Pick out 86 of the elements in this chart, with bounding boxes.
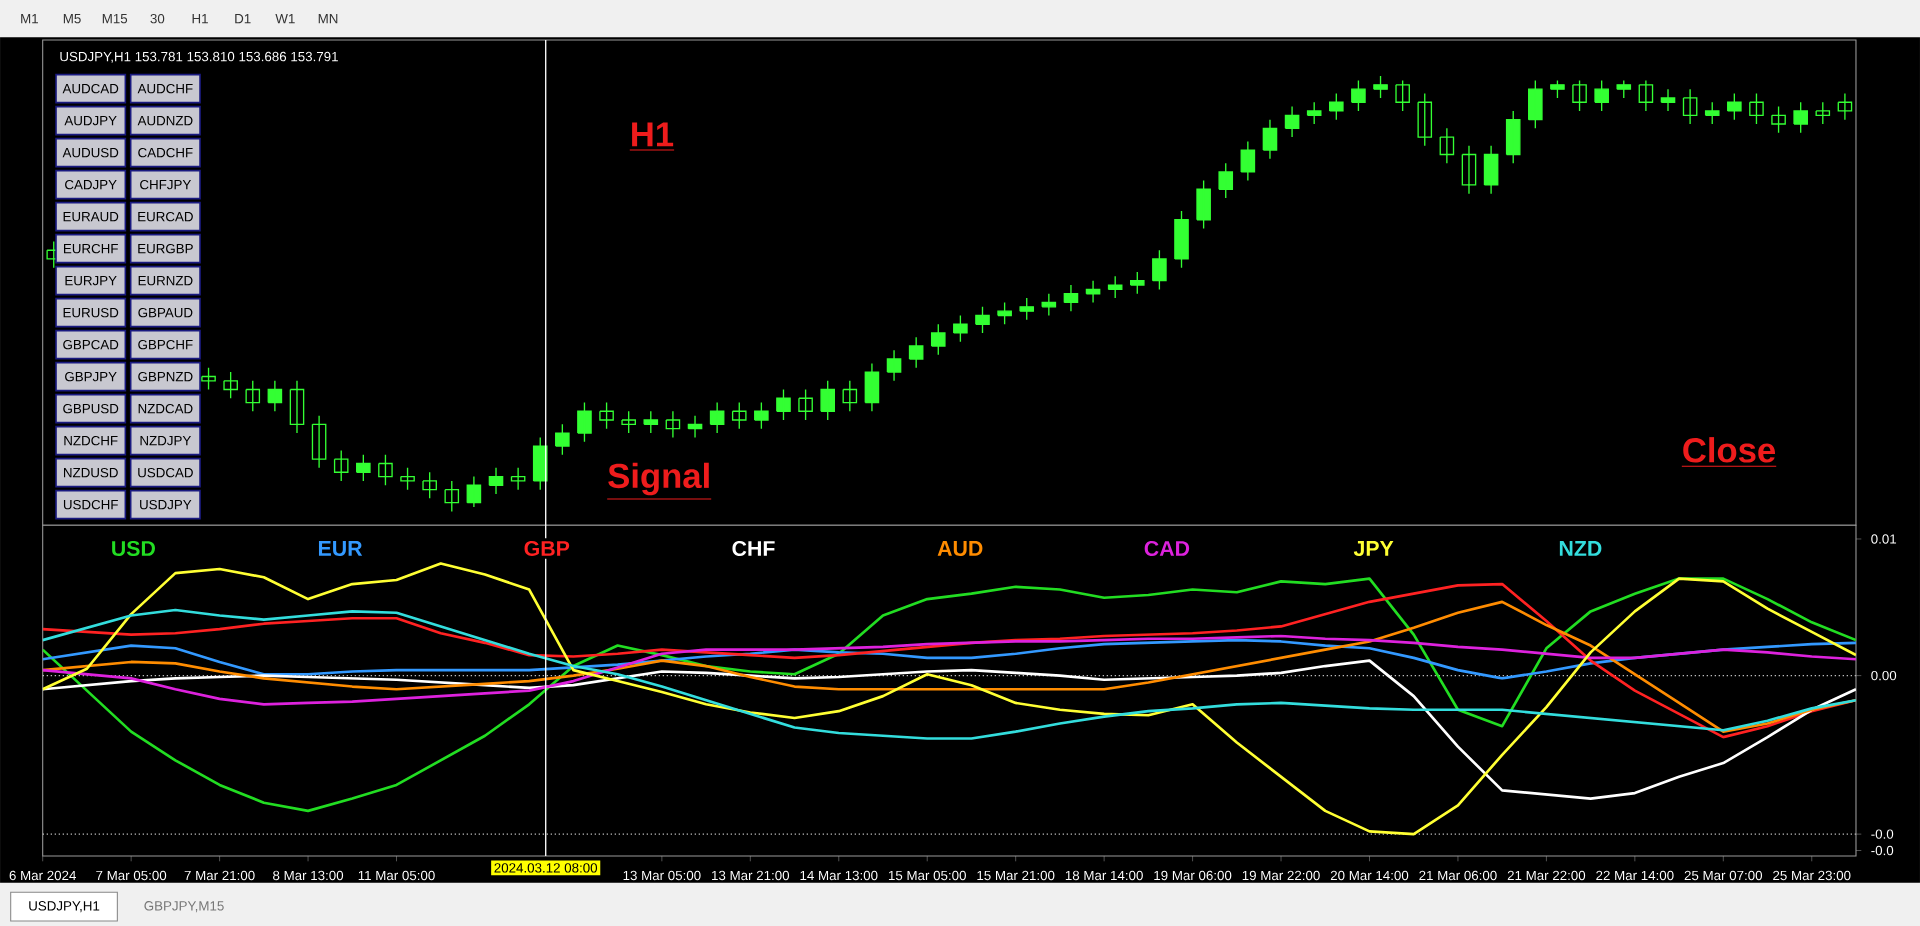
candlestick: [1395, 79, 1410, 112]
candlestick: [1771, 105, 1786, 134]
candlestick: [1461, 145, 1477, 195]
candlestick: [1240, 140, 1256, 182]
candlestick: [1107, 275, 1123, 299]
annotation: H1: [632, 122, 674, 147]
text: JPY: [1353, 541, 1394, 556]
candlestick: [333, 449, 349, 482]
candlestick: [1085, 280, 1101, 304]
candlestick: [1660, 88, 1676, 112]
candlestick: [444, 480, 460, 513]
candlestick: [356, 454, 371, 482]
candlestick: [1152, 249, 1167, 291]
candlestick: [997, 301, 1012, 325]
candlestick: [1528, 79, 1543, 130]
candlestick: [1262, 118, 1278, 160]
candlestick: [1129, 271, 1145, 295]
candlestick: [621, 410, 636, 434]
candlestick: [1284, 105, 1300, 138]
candlestick: [1704, 101, 1720, 125]
candlestick: [289, 380, 305, 434]
candlestick: [1505, 110, 1521, 164]
candlestick: [643, 410, 659, 434]
candlestick: [1218, 162, 1234, 199]
candlestick: [378, 454, 393, 486]
candlestick: [842, 380, 858, 412]
candlestick: [731, 401, 747, 430]
candlestick: [1351, 79, 1366, 112]
text: CAD: [1144, 540, 1190, 557]
text: GBP: [524, 540, 570, 557]
candlestick: [1749, 92, 1764, 125]
candlestick: [1306, 101, 1322, 125]
candlestick: [1815, 101, 1831, 125]
text: AUD: [937, 541, 983, 556]
candlestick: [908, 336, 924, 369]
candlestick: [577, 401, 592, 443]
text: NZD: [1559, 541, 1602, 556]
candlestick: [687, 414, 703, 439]
candlestick: [1196, 179, 1211, 230]
candlestick: [886, 349, 902, 382]
candlestick: [798, 388, 813, 421]
candlestick: [422, 471, 437, 499]
candlestick: [1483, 145, 1499, 195]
candlestick: [1063, 284, 1079, 312]
candlestick: [1329, 92, 1344, 121]
candlestick: [1594, 79, 1609, 112]
candlestick: [1727, 92, 1742, 121]
candlestick: [223, 371, 238, 399]
text: EUR: [318, 541, 363, 556]
text: CHF: [732, 540, 775, 557]
candlestick: [665, 410, 681, 439]
candlestick: [1837, 92, 1853, 121]
candlestick: [709, 401, 725, 434]
candlestick: [1417, 92, 1433, 147]
candlestick: [1550, 79, 1565, 99]
candlestick: [466, 475, 482, 508]
text: USD: [112, 540, 155, 557]
candlestick: [1174, 210, 1189, 269]
candlestick: [1638, 79, 1654, 112]
candlestick: [1616, 79, 1632, 99]
candlestick: [820, 380, 836, 421]
candlestick: [953, 314, 968, 343]
candlestick: [1439, 127, 1455, 164]
candlestick: [245, 380, 261, 412]
candlestick: [488, 467, 504, 495]
candlestick: [311, 414, 327, 469]
candlestick: [754, 401, 769, 430]
candlestick: [1793, 101, 1808, 134]
annotation: Close: [1683, 437, 1776, 463]
candlestick: [1041, 293, 1057, 317]
candlestick: [555, 423, 570, 456]
annotation: Signal: [608, 462, 709, 496]
candlestick: [1572, 79, 1587, 112]
candlestick: [532, 436, 548, 491]
candlestick: [776, 388, 791, 421]
candlestick: [1682, 88, 1698, 125]
candlestick: [400, 467, 415, 491]
candlestick: [599, 401, 614, 430]
candlestick: [975, 306, 990, 334]
candlestick: [510, 467, 526, 491]
candlestick: [1373, 75, 1388, 99]
candlestick: [864, 362, 880, 412]
candlestick: [1019, 297, 1035, 321]
candlestick: [267, 380, 283, 412]
candlestick: [930, 323, 946, 356]
candlestick: [201, 367, 216, 391]
